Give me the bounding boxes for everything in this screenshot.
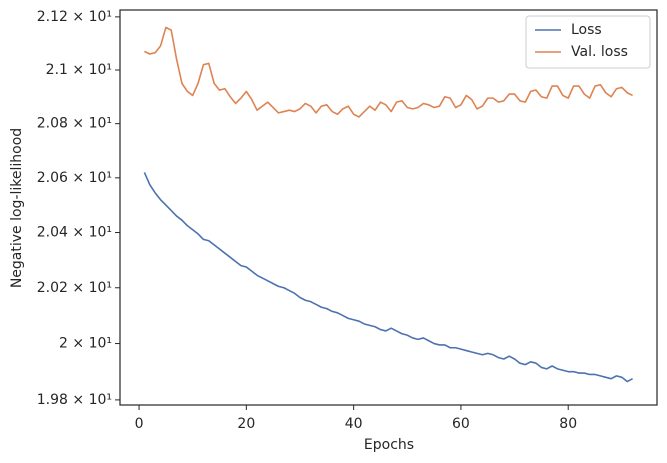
y-tick-label: 2.12 × 10¹ — [37, 9, 112, 25]
plot-frame — [119, 9, 658, 406]
y-axis-label: Negative log-likelihood — [9, 128, 25, 288]
line-series — [143, 172, 633, 383]
y-tick-label: 2.08 × 10¹ — [37, 116, 112, 132]
x-tick-label: 0 — [135, 416, 144, 432]
legend-label: Loss — [571, 22, 602, 38]
legend-box — [525, 15, 651, 69]
line-series — [144, 26, 633, 118]
y-tick-label: 2.04 × 10¹ — [37, 225, 112, 241]
y-tick-label: 2 × 10¹ — [59, 336, 112, 352]
x-tick-label: 40 — [345, 416, 363, 432]
x-tick-label: 60 — [452, 416, 470, 432]
y-tick-label: 2.1 × 10¹ — [46, 62, 112, 78]
legend: Loss Val. loss — [525, 15, 651, 69]
x-tick-label: 20 — [237, 416, 255, 432]
legend-label: Val. loss — [571, 44, 628, 60]
y-tick-label: 1.98 × 10¹ — [37, 392, 112, 408]
x-tick-label: 80 — [559, 416, 577, 432]
y-tick-label: 2.06 × 10¹ — [37, 170, 112, 186]
y-tick-label: 2.02 × 10¹ — [37, 280, 112, 296]
x-axis-label: Epochs — [364, 437, 414, 453]
